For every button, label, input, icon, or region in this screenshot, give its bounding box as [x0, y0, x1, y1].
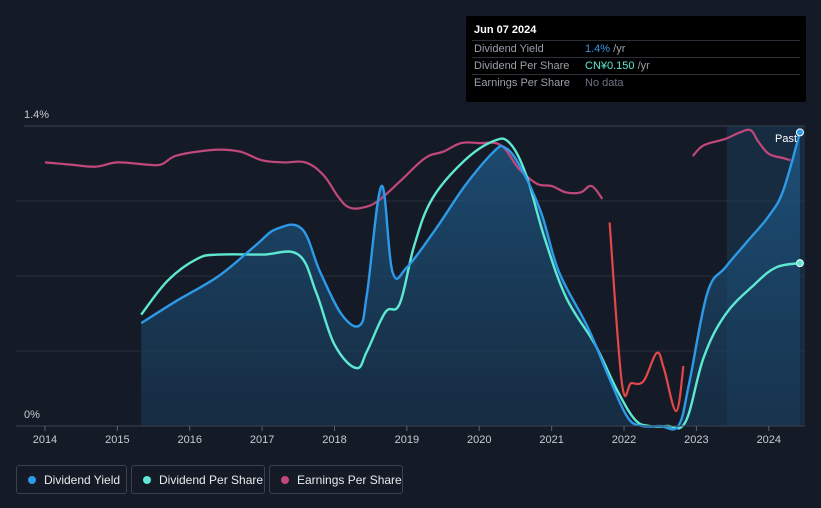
tooltip-value-number: 1.4%: [585, 43, 611, 55]
x-tick-label: 2019: [395, 434, 419, 446]
dividend-yield-line: [140, 132, 802, 431]
tooltip-value: No data: [585, 77, 624, 89]
legend-label: Dividend Per Share: [159, 473, 264, 487]
tooltip-date: Jun 07 2024: [474, 24, 537, 36]
legend-item-earnings-per-share[interactable]: Earnings Per Share: [269, 465, 403, 494]
axes: 2014 2015 2016 2017 2018 2019 2020 2021 2022 2023…: [16, 109, 805, 446]
tooltip-label: Dividend Yield: [474, 43, 544, 55]
dividend-yield-area-fill: [141, 132, 800, 430]
dividend-per-share-end-point: [795, 259, 804, 268]
dividend-per-share-dot-icon: [143, 476, 151, 484]
tooltip-row-dividend-per-share: Dividend Per Share CN¥0.150 /yr: [472, 57, 800, 75]
x-tick-label: 2017: [250, 434, 274, 446]
tooltip-label: Dividend Per Share: [474, 60, 570, 72]
x-tick-label: 2018: [322, 434, 346, 446]
tooltip-value-unit: /yr: [610, 43, 626, 55]
y-tick-label: 1.4%: [24, 109, 49, 121]
legend-item-dividend-yield[interactable]: Dividend Yield: [16, 465, 127, 494]
x-tick-label: 2015: [105, 434, 129, 446]
legend-item-dividend-per-share[interactable]: Dividend Per Share: [131, 465, 265, 494]
dividend-per-share-line: [140, 137, 801, 430]
tooltip-value-number: CN¥0.150: [585, 60, 635, 72]
earnings-per-share-dot-icon: [281, 476, 289, 484]
series-lines: [44, 128, 804, 431]
x-tick-label: 2020: [467, 434, 491, 446]
earnings-per-share-decline-line: [608, 222, 685, 413]
tooltip-label: Earnings Per Share: [474, 77, 570, 89]
tooltip-row-dividend-yield: Dividend Yield 1.4% /yr: [472, 40, 800, 58]
tooltip: Jun 07 2024 Dividend Yield 1.4% /yr Divi…: [466, 16, 806, 102]
x-tick-label: 2014: [33, 434, 57, 446]
x-tick-label: 2016: [177, 434, 201, 446]
tooltip-value-number: No data: [585, 77, 624, 89]
x-tick-label: 2021: [539, 434, 563, 446]
legend-label: Dividend Yield: [44, 473, 121, 487]
tooltip-row-earnings-per-share: Earnings Per Share No data: [472, 74, 800, 92]
tooltip-value-unit: /yr: [634, 60, 650, 72]
x-tick-label: 2022: [612, 434, 636, 446]
earnings-per-share-line: [691, 128, 791, 162]
dividend-yield-end-point: [795, 128, 804, 137]
dividend-yield-area: [141, 132, 800, 430]
tooltip-value: 1.4% /yr: [585, 43, 625, 55]
x-tick-label: 2023: [684, 434, 708, 446]
earnings-per-share-line: [44, 141, 604, 210]
past-label: Past: [775, 133, 797, 145]
tooltip-value: CN¥0.150 /yr: [585, 60, 650, 72]
y-tick-label: 0%: [24, 409, 40, 421]
dividend-yield-dot-icon: [28, 476, 36, 484]
x-tick-label: 2024: [757, 434, 781, 446]
legend-label: Earnings Per Share: [297, 473, 402, 487]
